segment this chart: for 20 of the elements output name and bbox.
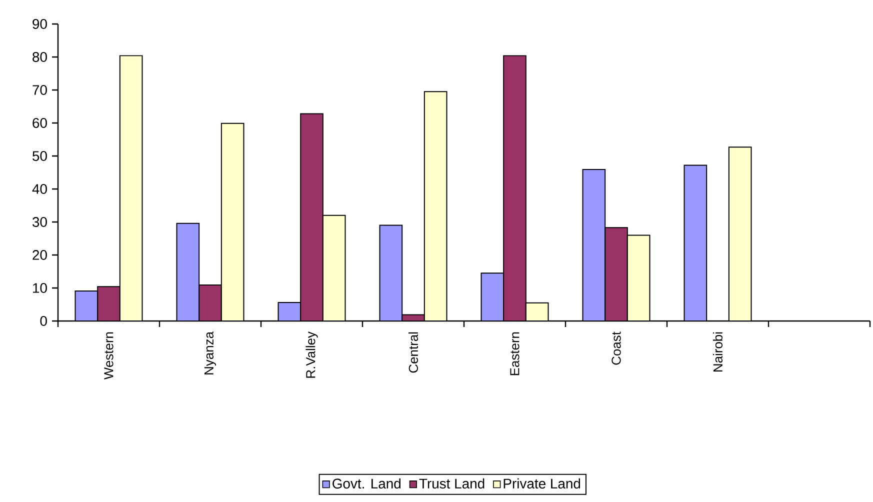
- y-tick-label: 10: [33, 283, 47, 293]
- y-tick-label: 50: [32, 151, 47, 161]
- x-tick-label: Central: [408, 332, 418, 373]
- x-tick-label: Nyanza: [204, 332, 216, 374]
- y-tick-label: 20: [32, 250, 47, 260]
- x-tick-label: Nairobi: [712, 332, 723, 372]
- x-tick-label: R.Valley: [306, 332, 318, 378]
- x-tick-label: Coast: [612, 332, 621, 365]
- legend-label: Trust Land: [419, 478, 484, 489]
- y-tick-label: 40: [32, 184, 47, 194]
- y-tick-label: 30: [32, 217, 47, 227]
- y-tick-label: 60: [32, 118, 47, 128]
- y-tick-label: 70: [32, 85, 47, 95]
- y-tick-label: 0: [40, 316, 47, 326]
- x-tick-label: Western: [104, 332, 114, 380]
- x-tick-label: Eastern: [510, 332, 520, 376]
- y-tick-label: 90: [32, 19, 47, 29]
- y-tick-label: 80: [32, 52, 47, 62]
- legend-label: Private Land: [504, 478, 580, 489]
- legend-label: Govt. Land: [332, 478, 400, 489]
